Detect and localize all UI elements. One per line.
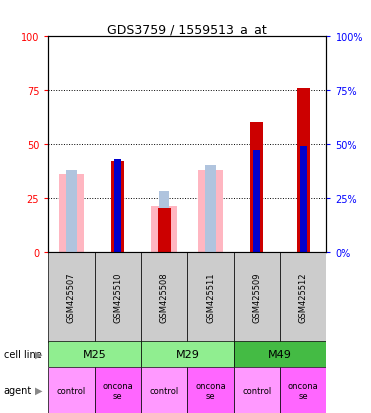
Text: M25: M25 bbox=[83, 349, 106, 359]
Bar bbox=[234, 341, 326, 368]
Title: GDS3759 / 1559513_a_at: GDS3759 / 1559513_a_at bbox=[108, 23, 267, 36]
Bar bbox=[114, 159, 121, 252]
Text: GSM425507: GSM425507 bbox=[67, 272, 76, 323]
Bar bbox=[159, 192, 169, 252]
Bar bbox=[151, 207, 177, 252]
Text: GSM425509: GSM425509 bbox=[252, 272, 262, 323]
Bar bbox=[300, 147, 307, 252]
Bar bbox=[48, 368, 95, 413]
Bar bbox=[234, 252, 280, 343]
Bar bbox=[141, 341, 234, 368]
Text: control: control bbox=[242, 386, 272, 395]
Bar bbox=[111, 162, 124, 252]
Bar bbox=[198, 170, 223, 252]
Text: control: control bbox=[57, 386, 86, 395]
Bar bbox=[48, 341, 141, 368]
Text: ▶: ▶ bbox=[35, 349, 43, 359]
Text: agent: agent bbox=[4, 385, 32, 395]
Bar bbox=[234, 368, 280, 413]
Text: GSM425510: GSM425510 bbox=[113, 272, 122, 323]
Bar bbox=[297, 89, 310, 252]
Text: cell line: cell line bbox=[4, 349, 42, 359]
Text: GSM425508: GSM425508 bbox=[160, 272, 169, 323]
Bar bbox=[187, 252, 234, 343]
Bar bbox=[187, 368, 234, 413]
Bar bbox=[66, 170, 76, 252]
Bar bbox=[95, 368, 141, 413]
Bar bbox=[141, 368, 187, 413]
Text: oncona
se: oncona se bbox=[288, 381, 319, 400]
Text: GSM425512: GSM425512 bbox=[299, 272, 308, 323]
Bar bbox=[253, 151, 260, 252]
Bar bbox=[95, 252, 141, 343]
Bar bbox=[280, 252, 326, 343]
Text: control: control bbox=[150, 386, 179, 395]
Bar bbox=[141, 252, 187, 343]
Text: ▶: ▶ bbox=[35, 385, 43, 395]
Text: oncona
se: oncona se bbox=[102, 381, 133, 400]
Bar bbox=[280, 368, 326, 413]
Text: M49: M49 bbox=[268, 349, 292, 359]
Bar bbox=[206, 166, 216, 252]
Bar bbox=[158, 209, 171, 252]
Text: oncona
se: oncona se bbox=[195, 381, 226, 400]
Bar bbox=[48, 252, 95, 343]
Bar bbox=[59, 175, 84, 252]
Text: M29: M29 bbox=[175, 349, 199, 359]
Text: GSM425511: GSM425511 bbox=[206, 272, 215, 323]
Bar bbox=[250, 123, 263, 252]
